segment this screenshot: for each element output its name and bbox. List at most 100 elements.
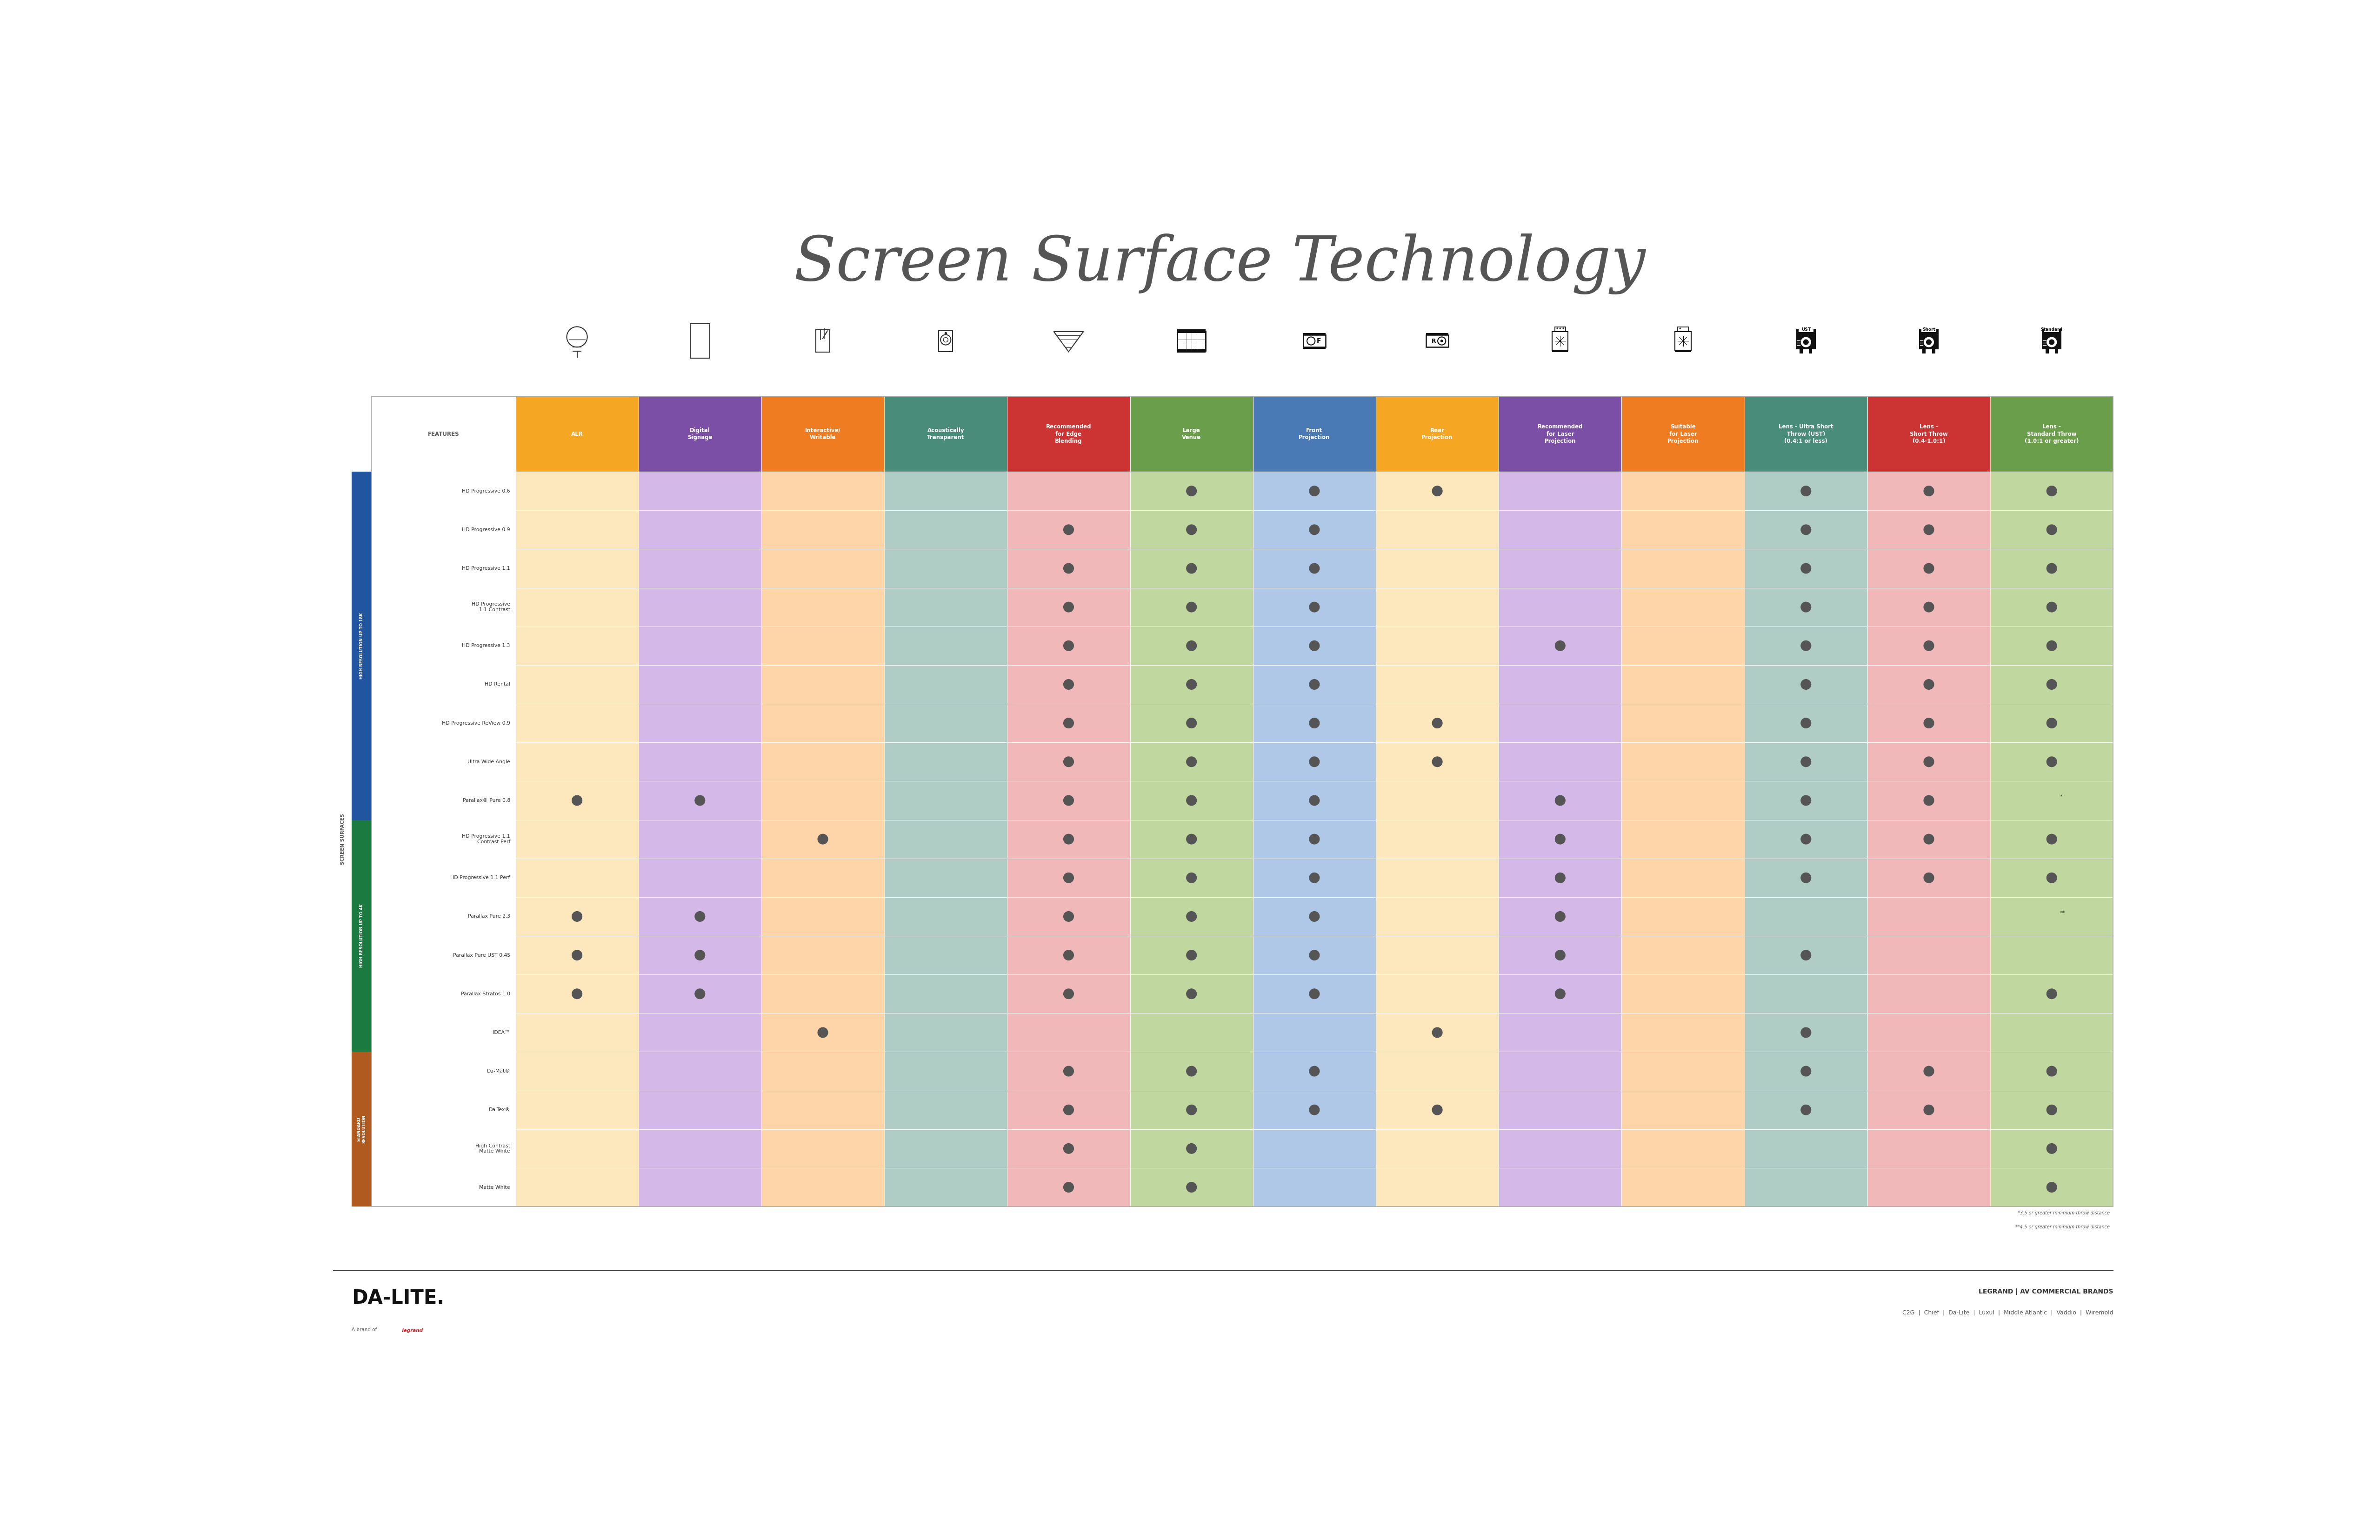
Bar [1178,331,1207,351]
Bar [516,975,638,1013]
Bar [762,1129,885,1167]
Text: Parallax Stratos 1.0: Parallax Stratos 1.0 [462,992,509,996]
Bar [638,898,762,936]
Bar [1554,326,1566,331]
Bar [1868,550,1990,588]
Bar [1621,819,1745,858]
Bar [1676,350,1690,353]
Bar [1499,1129,1621,1167]
Bar [1621,510,1745,550]
Bar [885,1090,1007,1129]
Circle shape [1923,756,1935,767]
Bar [1745,550,1868,588]
Bar [1678,326,1687,331]
Bar [1376,1090,1499,1129]
Bar [1376,396,1499,471]
Bar [516,665,638,704]
Circle shape [2047,337,2056,346]
Circle shape [1309,989,1319,999]
Bar [1621,1013,1745,1052]
Text: HD Rental: HD Rental [486,682,509,687]
Circle shape [1064,1183,1073,1192]
Text: Short: Short [1923,328,1935,331]
Bar [352,819,371,1052]
Text: HD Progressive 1.1: HD Progressive 1.1 [462,567,509,571]
Bar [1007,742,1130,781]
Circle shape [1064,564,1073,573]
Bar [1499,510,1621,550]
Circle shape [1188,756,1197,767]
Bar [1990,898,2113,936]
Bar [885,781,1007,819]
Bar [516,858,638,898]
Text: Screen Surface Technology: Screen Surface Technology [795,234,1645,294]
Bar [1745,396,1868,471]
Bar [516,704,638,742]
Circle shape [1309,912,1319,921]
Bar [371,627,516,665]
Bar [1552,350,1568,353]
Circle shape [2047,989,2056,999]
Text: Ultra Wide Angle: Ultra Wide Angle [466,759,509,764]
Bar [371,1013,516,1052]
Bar [1252,1013,1376,1052]
Bar [1252,627,1376,665]
Bar [1252,781,1376,819]
Circle shape [1802,950,1811,959]
Circle shape [1802,337,1811,346]
Bar [762,1167,885,1206]
Bar [1745,819,1868,858]
Circle shape [695,796,704,805]
Bar [1745,1052,1868,1090]
Bar [1745,510,1868,550]
Bar [516,1129,638,1167]
Bar [1621,471,1745,510]
Circle shape [1309,1066,1319,1076]
Bar [371,898,516,936]
Bar [1868,704,1990,742]
Text: Parallax® Pure 0.8: Parallax® Pure 0.8 [462,798,509,802]
Circle shape [1064,718,1073,728]
Circle shape [2047,487,2056,496]
Bar [1499,742,1621,781]
Circle shape [1440,340,1442,342]
Bar [1990,1129,2113,1167]
Bar [371,588,516,627]
Circle shape [1309,756,1319,767]
Bar [1868,1013,1990,1052]
Bar [1252,550,1376,588]
Bar [938,331,952,351]
Bar [1376,471,1499,510]
Circle shape [1802,525,1811,534]
Bar [1178,330,1207,333]
Bar [516,1167,638,1206]
Bar [638,471,762,510]
Bar [1745,936,1868,975]
Bar [1376,898,1499,936]
Bar [885,1129,1007,1167]
Text: FEATURES: FEATURES [428,431,459,437]
Bar [1376,704,1499,742]
Bar [1868,627,1990,665]
Circle shape [1188,564,1197,573]
Bar [1304,334,1326,346]
Bar [1745,471,1868,510]
Bar [1007,396,1130,471]
Circle shape [2047,718,2056,728]
Bar [516,742,638,781]
Bar [1130,1090,1252,1129]
Text: *: * [2059,795,2061,799]
Bar [1252,510,1376,550]
Bar [1921,326,1937,333]
Circle shape [1064,756,1073,767]
Bar [1990,936,2113,975]
Bar [1130,898,1252,936]
Circle shape [1802,564,1811,573]
Bar [1426,334,1449,346]
Bar [1130,471,1252,510]
Bar [1621,1129,1745,1167]
Circle shape [1188,1104,1197,1115]
Bar [638,704,762,742]
Bar [1252,1052,1376,1090]
Text: **: ** [2059,910,2066,915]
